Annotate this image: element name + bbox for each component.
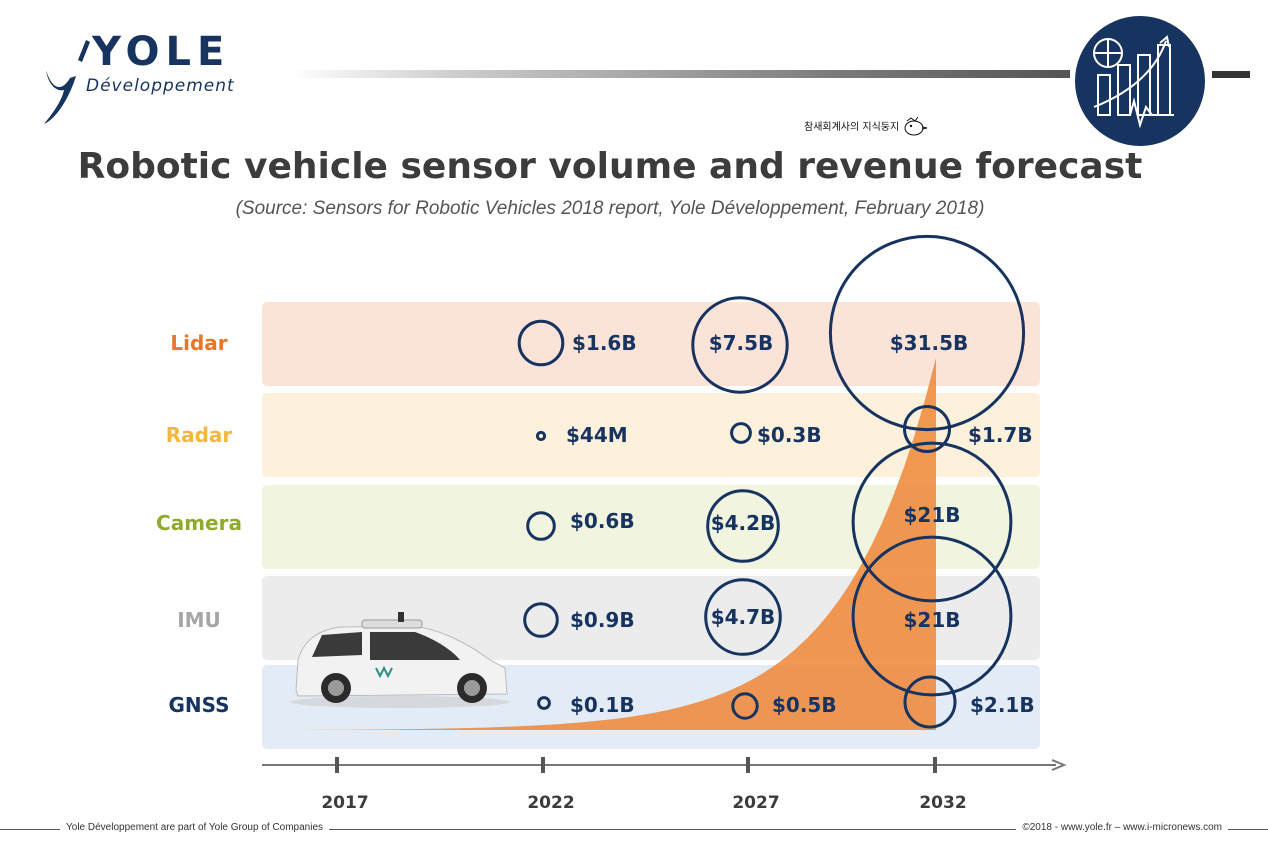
watermark-text: 참새회계사의 지식둥지 (804, 116, 928, 138)
value-label-camera-2032: $21B (904, 503, 961, 527)
report-chart-icon (1075, 16, 1205, 146)
bubble-gnss-2027 (731, 692, 759, 720)
row-label-radar: Radar (166, 423, 233, 447)
x-tick-label-2032: 2032 (919, 793, 966, 813)
row-label-gnss: GNSS (168, 693, 229, 717)
value-label-lidar-2032: $31.5B (890, 331, 969, 355)
bubble-radar-2032 (903, 405, 951, 453)
chart-subtitle: (Source: Sensors for Robotic Vehicles 20… (235, 198, 985, 219)
row-background-radar (262, 393, 1040, 477)
x-tick-2017 (335, 757, 339, 773)
bubble-camera-2032 (851, 441, 1013, 603)
yole-logo-mark (44, 40, 90, 124)
x-axis-arrow (1051, 759, 1067, 771)
value-label-imu-2027: $4.7B (711, 605, 776, 629)
value-label-radar-2032: $1.7B (968, 423, 1033, 447)
robotic-car-image (290, 612, 510, 708)
bubble-imu-2022 (523, 602, 559, 638)
value-label-radar-2027: $0.3B (757, 423, 822, 447)
row-background-lidar (262, 302, 1040, 386)
value-label-lidar-2027: $7.5B (709, 331, 774, 355)
bubble-lidar-2022 (517, 319, 565, 367)
row-background-camera (262, 485, 1040, 569)
bubble-lidar-2027 (691, 296, 789, 394)
row-label-lidar: Lidar (170, 331, 227, 355)
value-label-gnss-2027: $0.5B (772, 693, 837, 717)
row-label-camera: Camera (156, 511, 242, 535)
value-label-camera-2027: $4.2B (711, 511, 776, 535)
growth-area (290, 358, 936, 730)
bubble-radar-2022 (535, 430, 547, 442)
bubble-imu-2027 (704, 578, 782, 656)
yole-logo-subtext: Développement (86, 76, 235, 96)
x-tick-label-2017: 2017 (321, 793, 368, 813)
yole-logo-text: YOLE (92, 29, 231, 75)
value-label-gnss-2032: $2.1B (970, 693, 1035, 717)
footer-line (0, 829, 1268, 830)
footer-left-text: Yole Développement are part of Yole Grou… (60, 822, 330, 833)
header-gradient-bar (290, 70, 1070, 78)
bubble-gnss-2032 (903, 675, 957, 729)
value-label-imu-2032: $21B (904, 608, 961, 632)
header-bar-end (1212, 71, 1250, 78)
value-label-gnss-2022: $0.1B (570, 693, 635, 717)
footer-right-text: ©2018 - www.yole.fr – www.i-micronews.co… (1016, 822, 1228, 833)
bubble-gnss-2022 (537, 696, 551, 710)
value-label-radar-2022: $44M (566, 423, 628, 447)
x-tick-2032 (933, 757, 937, 773)
x-tick-2022 (541, 757, 545, 773)
bird-icon (904, 116, 928, 136)
value-label-imu-2022: $0.9B (570, 608, 635, 632)
bubble-camera-2027 (706, 489, 780, 563)
x-tick-label-2027: 2027 (732, 793, 779, 813)
bubble-imu-2032 (851, 535, 1013, 697)
bubble-camera-2022 (526, 511, 556, 541)
value-label-lidar-2022: $1.6B (572, 331, 637, 355)
x-tick-2027 (746, 757, 750, 773)
chart-title: Robotic vehicle sensor volume and revenu… (77, 146, 1143, 187)
value-label-camera-2022: $0.6B (570, 509, 635, 533)
x-tick-label-2022: 2022 (527, 793, 574, 813)
row-label-imu: IMU (177, 608, 221, 632)
bubble-lidar-2032 (828, 234, 1026, 432)
bubble-radar-2027 (730, 422, 752, 444)
